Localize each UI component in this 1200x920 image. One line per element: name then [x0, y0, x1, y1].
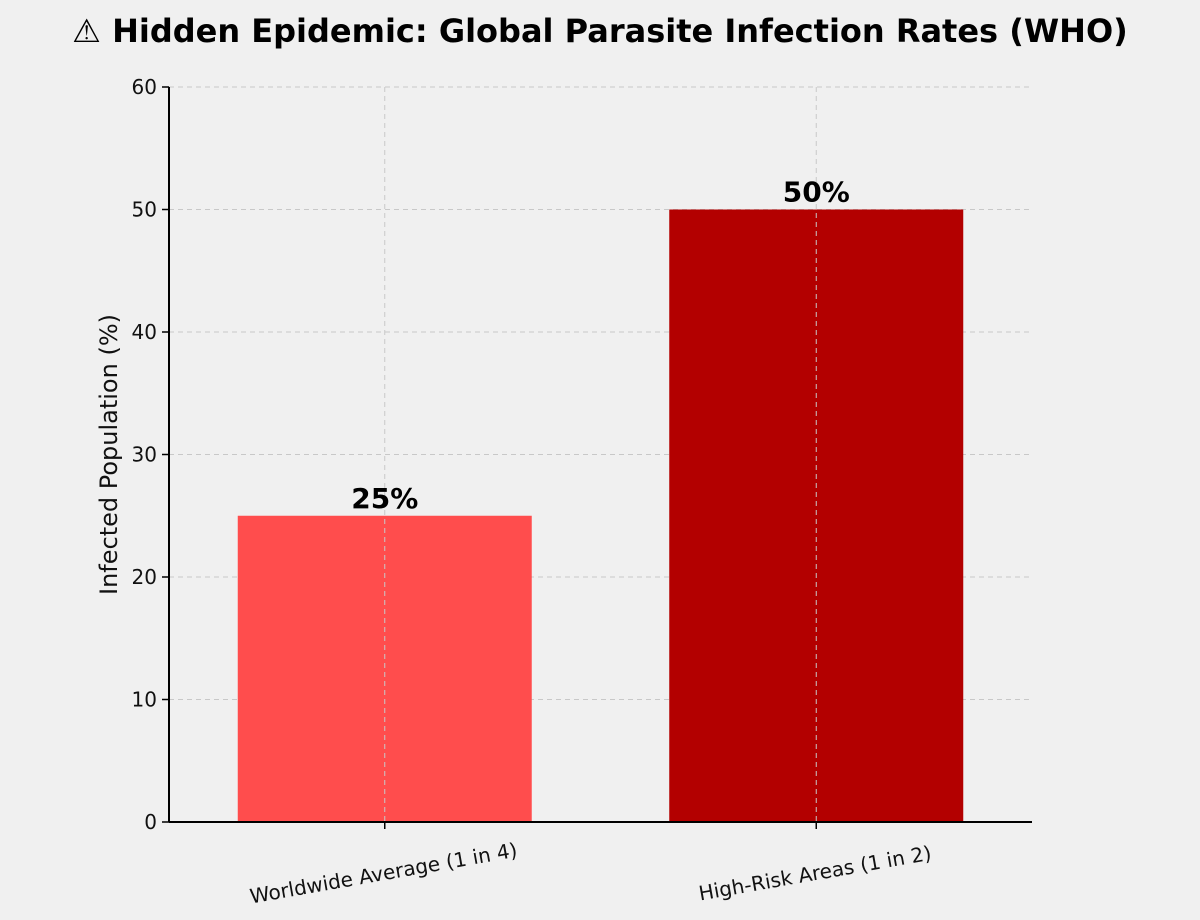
bar	[237, 515, 532, 822]
y-axis-label: Infected Population (%)	[95, 314, 123, 595]
y-tick-label: 50	[132, 198, 157, 222]
chart-title: ⚠ Hidden Epidemic: Global Parasite Infec…	[72, 12, 1128, 50]
axes	[162, 86, 1032, 829]
bar-value-label: 25%	[351, 482, 418, 515]
y-tick-label: 30	[132, 443, 157, 467]
y-tick-label: 10	[132, 688, 157, 712]
y-tick-label: 0	[144, 810, 157, 834]
x-tick-label: Worldwide Average (1 in 4)	[248, 838, 519, 909]
vertical-grid	[384, 87, 817, 822]
y-tick-label: 40	[132, 320, 157, 344]
bar-value-label: 50%	[783, 176, 850, 209]
x-tick-label: High-Risk Areas (1 in 2)	[697, 841, 933, 906]
y-tick-label: 60	[132, 75, 157, 99]
y-tick-label: 20	[132, 565, 157, 589]
bars	[237, 209, 964, 822]
